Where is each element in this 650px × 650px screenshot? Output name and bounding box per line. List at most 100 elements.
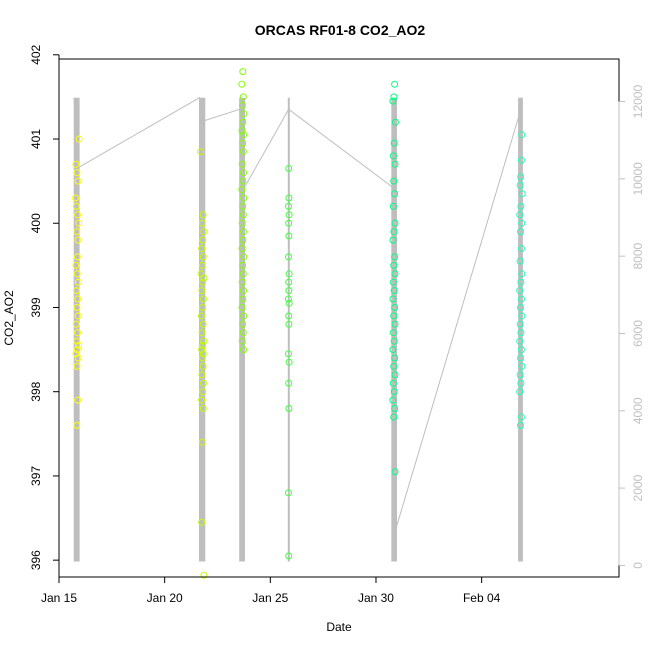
series-rf04: [285, 165, 293, 560]
data-point: [199, 253, 207, 261]
data-point: [73, 270, 81, 278]
data-point: [72, 202, 80, 210]
data-point: [390, 177, 398, 185]
data-point: [391, 405, 399, 412]
data-point: [391, 219, 399, 227]
data-point: [239, 295, 247, 303]
data-point: [74, 354, 82, 362]
data-point: [391, 160, 399, 168]
data-point: [239, 270, 247, 278]
series-rf01: [72, 135, 83, 429]
data-point: [518, 362, 526, 370]
data-point: [389, 236, 397, 244]
data-point: [391, 118, 399, 126]
data-point: [285, 350, 292, 358]
data-point: [517, 421, 524, 429]
data-point: [389, 152, 397, 160]
data-point: [74, 295, 82, 303]
data-point: [391, 304, 399, 311]
plot-frame: [58, 58, 620, 578]
data-point: [285, 202, 292, 210]
data-point: [197, 312, 205, 320]
data-point: [390, 337, 398, 345]
data-point: [199, 236, 207, 244]
data-point: [391, 371, 399, 379]
x-tick-label: Jan 25: [252, 591, 288, 605]
data-point: [198, 438, 206, 446]
data-point: [516, 181, 524, 189]
data-point: [389, 329, 397, 337]
data-point: [198, 396, 206, 404]
y2-tick-label: 12000: [631, 85, 645, 119]
data-point: [198, 219, 206, 227]
data-point: [285, 312, 293, 320]
altitude-profile-3: [287, 97, 290, 562]
data-point: [285, 165, 293, 172]
data-point: [240, 194, 248, 202]
data-point: [74, 396, 82, 404]
series-rf05-07: [389, 80, 399, 476]
x-tick-label: Jan 30: [358, 591, 394, 605]
data-point: [517, 173, 525, 181]
data-point: [285, 405, 293, 412]
data-point: [199, 341, 207, 349]
data-point: [285, 232, 293, 240]
y-tick-label: 401: [29, 129, 43, 149]
data-point: [240, 110, 248, 118]
data-point: [72, 160, 80, 168]
data-point: [517, 295, 525, 303]
data-point: [391, 190, 399, 198]
data-point: [389, 396, 397, 404]
data-point: [239, 261, 247, 269]
secondary-altitude-series: [73, 96, 523, 562]
data-point: [518, 190, 526, 198]
data-point: [73, 346, 81, 354]
x-axis: Jan 15 Jan 20 Jan 25 Jan 30 Feb 04: [41, 576, 501, 605]
data-point: [285, 211, 293, 219]
data-point: [72, 261, 80, 269]
data-point: [198, 371, 206, 379]
y2-tick-label: 10000: [631, 162, 645, 196]
data-point: [75, 341, 83, 349]
data-point: [74, 177, 82, 185]
data-point: [200, 295, 207, 303]
data-point: [198, 329, 206, 337]
data-point: [73, 337, 81, 345]
data-point: [73, 169, 81, 177]
data-point: [73, 421, 81, 429]
data-point: [285, 489, 292, 497]
data-point: [390, 139, 398, 147]
secondary-y-axis: 0 2000 4000 6000 8000 10000 12000: [618, 85, 645, 569]
data-point: [74, 211, 82, 219]
x-tick-label: Feb 04: [463, 591, 501, 605]
data-point: [390, 287, 398, 295]
data-point: [73, 228, 81, 236]
y-tick-label: 397: [29, 466, 43, 486]
data-point: [516, 257, 524, 265]
data-point: [517, 228, 524, 236]
data-point: [240, 169, 247, 177]
data-point: [285, 270, 293, 278]
data-point: [391, 468, 399, 476]
y-axis-label: CO2_AO2: [2, 290, 16, 346]
data-point: [239, 236, 247, 244]
data-point: [239, 139, 247, 147]
data-point: [389, 278, 397, 286]
data-point: [198, 518, 206, 526]
data-point: [517, 245, 525, 252]
y2-tick-label: 0: [631, 562, 645, 569]
data-point: [390, 312, 398, 320]
data-point: [239, 320, 247, 328]
x-tick-label: Jan 15: [41, 591, 77, 605]
data-point: [200, 337, 208, 345]
data-point: [516, 320, 524, 328]
series-rf03: [238, 68, 248, 354]
y-tick-label: 396: [29, 550, 43, 570]
data-point: [389, 346, 397, 354]
data-point: [517, 278, 525, 286]
data-point: [238, 160, 246, 168]
y-tick-label: 400: [29, 213, 43, 233]
data-point: [391, 270, 399, 278]
x-tick-label: Jan 20: [147, 591, 183, 605]
data-point: [518, 270, 526, 278]
